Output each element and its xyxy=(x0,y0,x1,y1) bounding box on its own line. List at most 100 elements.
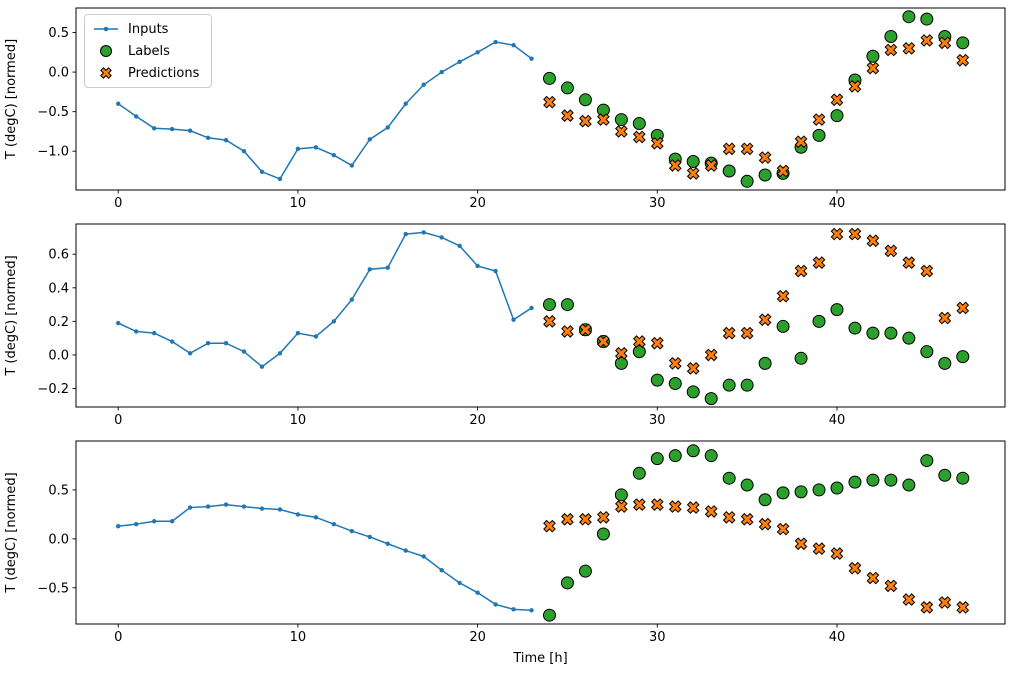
x-tick-label: 10 xyxy=(290,630,307,645)
labels-point xyxy=(740,378,754,392)
series-predictions xyxy=(543,34,970,180)
predictions-point xyxy=(902,593,916,606)
labels-point xyxy=(542,298,556,312)
y-axis-label: T (degC) [normed] xyxy=(4,39,19,160)
predictions-point xyxy=(650,498,664,511)
x-tick-label: 30 xyxy=(649,630,666,645)
subplot-3: 0 10 20 30 40 0.5 0.0 −0.5 T (degC) [normed] xyxy=(4,440,1006,645)
predictions-point xyxy=(956,301,970,315)
predictions-point xyxy=(579,323,592,337)
series-predictions xyxy=(543,498,970,614)
labels-point xyxy=(758,168,772,182)
predictions-point xyxy=(902,256,916,269)
inputs-point xyxy=(241,349,247,354)
predictions-point xyxy=(956,53,970,67)
predictions-point xyxy=(812,542,826,556)
predictions-point xyxy=(686,501,700,514)
predictions-point xyxy=(920,34,934,47)
labels-point xyxy=(560,81,574,95)
inputs-point xyxy=(116,101,121,106)
labels-point xyxy=(794,485,808,499)
inputs-line-icon xyxy=(94,26,118,32)
inputs-point xyxy=(223,502,229,507)
inputs-point xyxy=(259,364,265,369)
inputs-point xyxy=(313,515,319,520)
inputs-point xyxy=(421,554,426,559)
y-tick-label: 0.4 xyxy=(48,281,69,296)
labels-point xyxy=(776,319,790,333)
labels-point xyxy=(596,527,610,541)
inputs-point xyxy=(529,305,534,311)
predictions-point xyxy=(938,596,952,609)
x-tick-label: 20 xyxy=(469,413,486,428)
inputs-point xyxy=(134,521,139,527)
subplot-2: 0 10 20 30 40 0.6 0.4 0.2 0.0 −0.2 T (degC) [norme… xyxy=(4,223,1006,428)
inputs-point xyxy=(511,607,516,612)
predictions-point xyxy=(650,336,664,350)
inputs-point xyxy=(151,330,157,336)
inputs-point xyxy=(511,42,516,48)
predictions-point xyxy=(866,571,880,585)
labels-point xyxy=(938,356,952,370)
labels-point xyxy=(812,128,826,142)
inputs-point xyxy=(439,69,444,75)
x-tick-label: 40 xyxy=(829,196,846,211)
predictions-point xyxy=(597,335,610,348)
inputs-point xyxy=(169,126,175,132)
inputs-point xyxy=(223,341,229,346)
x-tick-label: 40 xyxy=(829,630,846,645)
inputs-point xyxy=(493,39,498,45)
inputs-point xyxy=(511,317,516,322)
inputs-point xyxy=(205,341,211,346)
predictions-point xyxy=(686,362,700,375)
x-tick-label: 0 xyxy=(114,413,122,428)
labels-point xyxy=(848,321,862,335)
x-tick-label: 0 xyxy=(114,196,122,211)
predictions-point xyxy=(561,512,574,526)
inputs-line xyxy=(118,503,532,612)
labels-point xyxy=(686,444,700,458)
predictions-point xyxy=(543,519,556,533)
labels-point xyxy=(722,378,736,392)
inputs-line xyxy=(117,41,532,180)
predictions-point xyxy=(758,313,772,327)
predictions-point xyxy=(866,61,880,75)
y-tick-label: −0.5 xyxy=(37,581,69,596)
inputs-point xyxy=(493,268,498,274)
labels-point xyxy=(632,466,646,480)
predictions-point xyxy=(632,335,646,348)
labels-point xyxy=(938,468,952,482)
labels-point xyxy=(722,164,736,178)
predictions-point xyxy=(830,547,844,560)
inputs-point xyxy=(241,504,247,509)
series-labels xyxy=(542,444,970,622)
inputs-point xyxy=(116,523,121,529)
inputs-point xyxy=(529,56,534,61)
x-tick-label: 30 xyxy=(649,196,666,211)
labels-point xyxy=(902,10,916,24)
predictions-point xyxy=(543,95,556,109)
inputs-point xyxy=(259,506,265,511)
y-tick-label: 0.0 xyxy=(48,348,69,363)
predictions-point xyxy=(776,164,790,178)
labels-point xyxy=(560,298,574,312)
x-tick-label: 40 xyxy=(829,413,846,428)
predictions-point xyxy=(704,159,718,172)
predictions-point xyxy=(776,289,790,303)
labels-point xyxy=(920,454,934,468)
inputs-point xyxy=(259,169,265,174)
legend-item-predictions: Predictions xyxy=(93,66,199,80)
inputs-point xyxy=(331,152,337,158)
inputs-point xyxy=(403,231,408,237)
labels-point xyxy=(830,481,844,495)
labels-point xyxy=(542,71,556,85)
inputs-point xyxy=(295,512,301,517)
predictions-point xyxy=(794,537,808,551)
labels-point xyxy=(614,113,628,127)
labels-point xyxy=(866,473,880,487)
labels-point xyxy=(632,345,646,359)
inputs-point xyxy=(151,519,157,524)
predictions-point xyxy=(704,348,718,362)
labels-point xyxy=(614,356,628,370)
inputs-point xyxy=(385,265,390,270)
